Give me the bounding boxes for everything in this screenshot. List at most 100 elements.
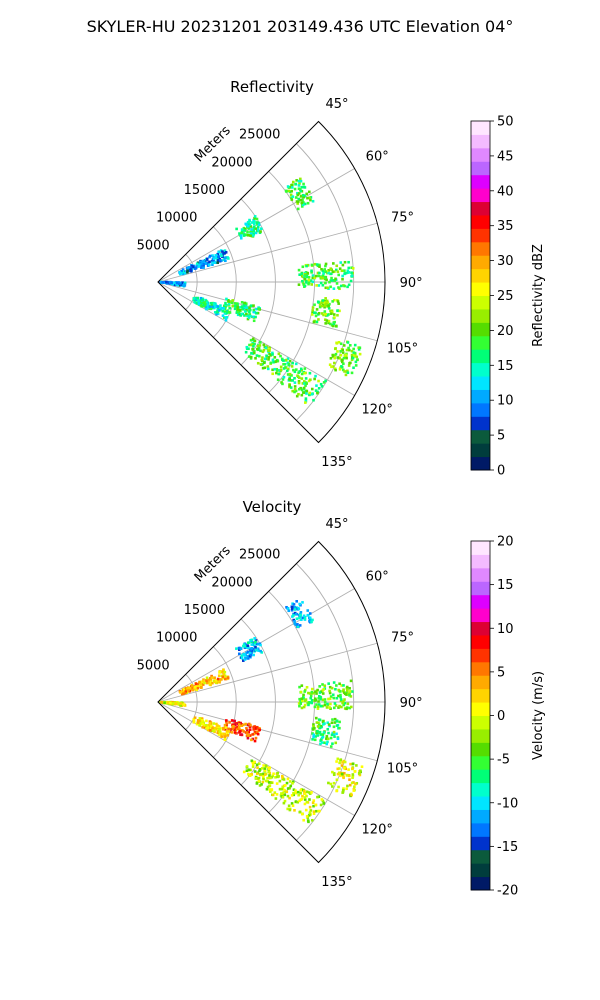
radar-gate xyxy=(245,347,249,350)
radar-gate xyxy=(247,233,250,237)
radar-gate xyxy=(302,185,306,189)
radar-gate xyxy=(342,787,345,790)
colorbar-tick-label: -20 xyxy=(497,884,518,899)
radar-gate xyxy=(223,674,227,678)
radar-gate xyxy=(287,609,291,613)
radar-gate xyxy=(263,366,267,370)
radar-gate xyxy=(332,313,336,316)
radar-gate xyxy=(211,681,214,685)
radar-gate xyxy=(307,814,311,817)
radar-gate xyxy=(334,704,338,707)
radar-gate xyxy=(274,775,277,779)
radar-gate xyxy=(332,324,335,328)
radar-gate xyxy=(318,263,321,267)
radar-gate xyxy=(238,308,242,312)
radar-gate xyxy=(321,689,324,692)
radar-gate xyxy=(256,229,259,233)
radar-gate xyxy=(297,179,301,183)
radar-gate xyxy=(303,789,306,793)
radar-gate xyxy=(332,706,336,710)
radar-gate xyxy=(267,356,271,359)
radar-gate xyxy=(329,279,333,282)
radar-gate xyxy=(213,261,217,264)
radar-gate xyxy=(266,780,270,783)
radar-gate xyxy=(307,703,310,707)
radar-gate xyxy=(299,791,302,795)
radar-gate xyxy=(263,357,267,361)
radar-gate xyxy=(322,802,326,805)
radar-gate xyxy=(268,352,271,356)
radar-gate xyxy=(333,702,337,705)
radar-gate xyxy=(336,313,339,317)
radar-gate xyxy=(342,775,345,779)
radar-gate xyxy=(214,726,217,730)
radar-gate xyxy=(293,381,297,384)
radar-gate xyxy=(244,302,248,305)
range-tick-label: 25000 xyxy=(239,128,280,143)
radar-gate xyxy=(340,269,344,273)
radar-gate xyxy=(207,306,210,310)
radar-gate xyxy=(291,180,295,184)
range-tick-label: 25000 xyxy=(239,548,280,563)
radar-gate xyxy=(290,802,294,805)
radar-gate xyxy=(320,300,324,304)
radar-gate xyxy=(285,369,289,373)
radar-gate xyxy=(247,314,251,318)
radar-gate xyxy=(316,271,320,275)
radar-gate xyxy=(222,316,226,319)
radar-gate xyxy=(209,307,213,311)
radar-gate xyxy=(291,186,294,189)
radar-gate xyxy=(208,305,212,309)
radar-gate xyxy=(313,276,317,280)
radar-gate xyxy=(254,640,257,644)
radar-gate xyxy=(297,192,301,195)
radar-gate xyxy=(252,762,255,766)
radar-gate xyxy=(312,799,316,802)
radar-gate xyxy=(241,659,245,662)
radar-gate xyxy=(253,220,256,223)
radar-gate xyxy=(251,234,255,237)
radar-gate xyxy=(341,351,345,354)
colorbar-segment xyxy=(471,349,490,364)
radar-gate xyxy=(325,706,329,709)
radar-gate xyxy=(298,273,301,276)
radar-gate xyxy=(215,678,218,682)
radar-gate xyxy=(319,739,322,742)
radar-gate xyxy=(236,725,240,729)
radar-gate xyxy=(172,281,176,285)
radar-gate xyxy=(293,608,297,611)
colorbar-segment xyxy=(471,594,490,609)
radar-gate xyxy=(293,187,297,191)
radar-gate xyxy=(275,367,279,371)
radar-gate xyxy=(350,371,354,375)
radar-gate xyxy=(227,310,231,314)
radar-gate xyxy=(351,762,355,766)
radar-gate xyxy=(290,794,294,797)
radar-gate xyxy=(294,182,298,186)
colorbar-tick-label: 45 xyxy=(497,149,514,164)
radar-gate xyxy=(303,284,307,288)
radar-gate xyxy=(259,649,262,653)
radar-gate xyxy=(295,394,299,398)
radar-gate xyxy=(352,354,356,358)
radar-gate xyxy=(251,232,255,236)
colorbar-tick-label: 20 xyxy=(497,324,514,339)
radar-gate xyxy=(341,791,344,794)
radar-gate xyxy=(316,734,320,737)
radar-gate xyxy=(315,692,318,695)
radar-gate xyxy=(298,624,302,627)
radar-gate xyxy=(321,276,324,280)
radar-gate xyxy=(256,345,260,348)
radar-gate xyxy=(288,780,292,783)
radar-gate xyxy=(258,344,262,347)
radar-gate xyxy=(317,311,321,315)
radar-gate xyxy=(300,618,303,622)
radar-gate xyxy=(301,794,304,798)
radar-gate xyxy=(176,283,180,287)
radar-gate xyxy=(300,797,304,801)
radar-gate xyxy=(221,309,225,313)
radar-gate xyxy=(252,225,256,229)
radar-gate xyxy=(179,704,182,707)
radar-gate xyxy=(341,277,344,281)
radar-gate xyxy=(311,310,315,314)
